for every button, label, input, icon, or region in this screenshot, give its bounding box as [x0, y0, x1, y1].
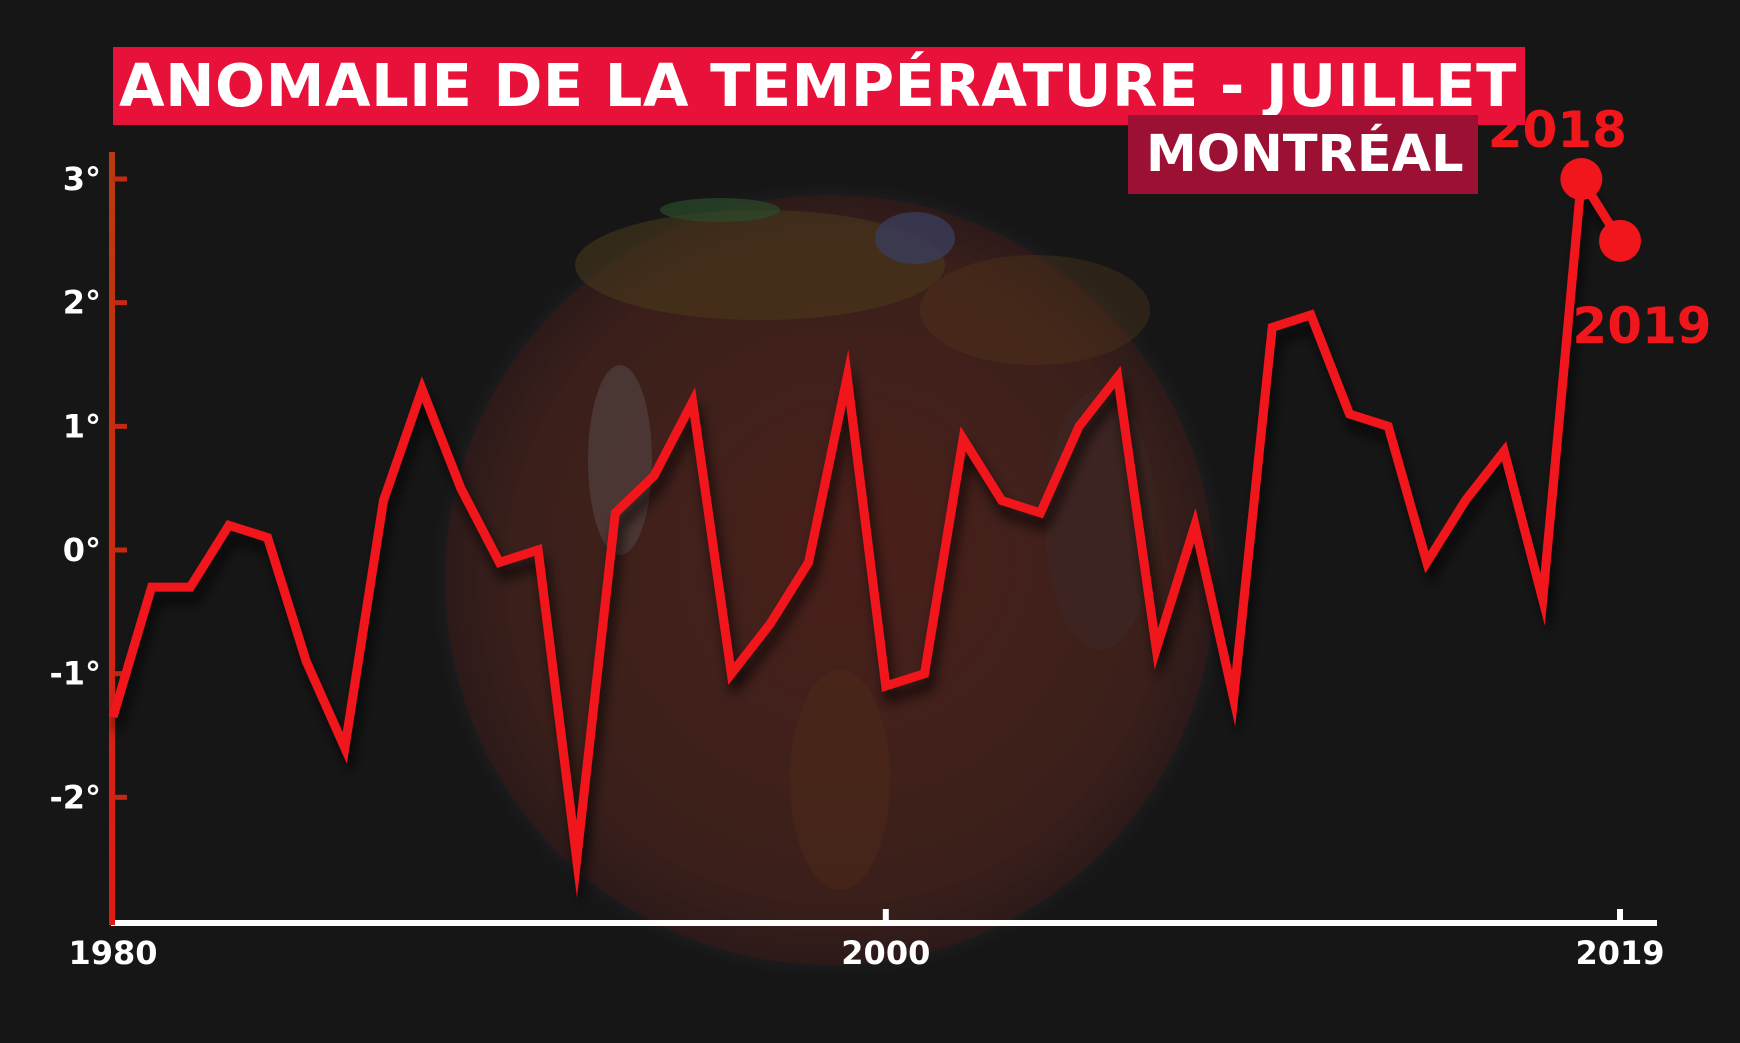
data-point-2018	[1560, 158, 1603, 200]
y-tick-label: 1°	[63, 407, 101, 445]
globe-background	[425, 175, 1235, 985]
y-axis	[109, 152, 115, 925]
chart-subtitle: MONTRÉAL	[1128, 115, 1478, 194]
point-label-2019: 2019	[1572, 297, 1711, 355]
x-tick-label: 1980	[68, 934, 157, 972]
y-tick-label: -2°	[49, 778, 101, 816]
data-point-2019	[1599, 219, 1641, 262]
series-line-layer	[108, 165, 1624, 898]
tick-labels: 3° 2° 1° 0° -1° -2° 1980 2000 2019	[49, 160, 1664, 972]
x-tick-label: 2000	[841, 934, 930, 972]
x-tick-label: 2019	[1575, 934, 1664, 972]
y-tick-label: 2°	[63, 284, 101, 322]
y-tick-label: 0°	[63, 531, 101, 569]
y-tick-label: -1°	[49, 655, 101, 693]
chart-title: ANOMALIE DE LA TEMPÉRATURE - JUILLET	[113, 47, 1525, 125]
y-tick-label: 3°	[63, 160, 101, 198]
series-line	[108, 165, 1624, 898]
